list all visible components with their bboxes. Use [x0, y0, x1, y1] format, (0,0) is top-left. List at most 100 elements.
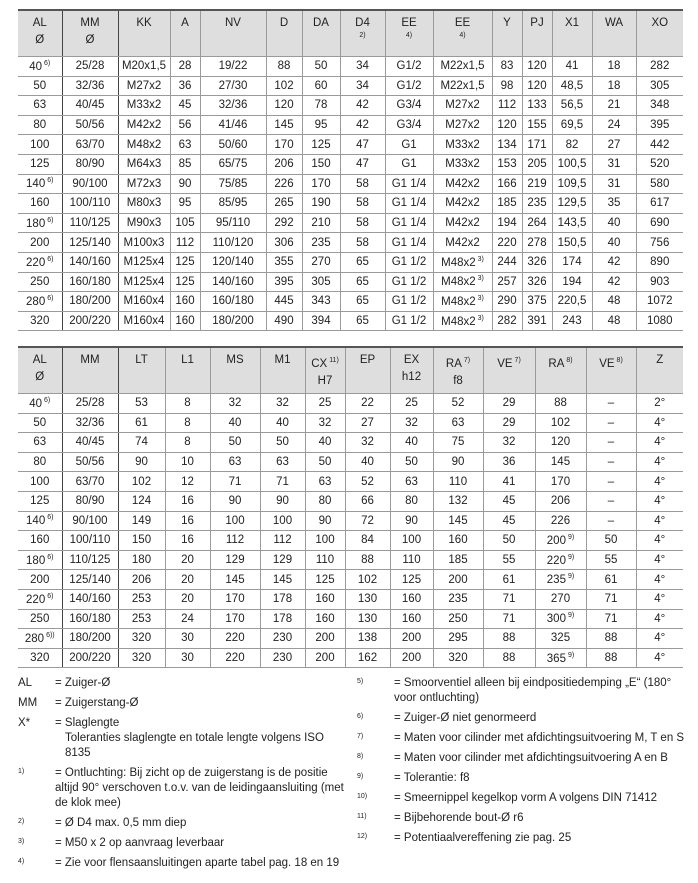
table-cell: 226 [534, 511, 586, 532]
table-cell: G1 1/2 [384, 272, 433, 293]
legend-key: 3) [18, 838, 25, 845]
table-cell: 292 [265, 213, 302, 234]
table-cell: 32 [482, 432, 535, 453]
column-header: EE 4) [432, 9, 492, 57]
table-cell: 41/46 [199, 115, 266, 136]
table-cell: 90 [259, 491, 305, 512]
legend-note: 10) = Smeernippel kegelkop vorm A volgens… [357, 791, 687, 806]
table-cell: 112 [259, 530, 305, 551]
table-cell: 88 [585, 648, 636, 669]
column-header: XO [635, 9, 683, 57]
table-cell: 160/180 [61, 609, 118, 630]
table-cell: 143,5 [551, 213, 592, 234]
table-cell: 278 [521, 232, 552, 253]
table-cell: M48x2 [117, 134, 170, 155]
table-cell: 71 [482, 609, 535, 630]
table-cell: 16 [164, 530, 210, 551]
table-cell: M22x1,5 [432, 76, 492, 97]
table-cell: 230 [259, 648, 305, 669]
table-cell: 18 [591, 76, 636, 97]
footnote-ref: 3) [477, 275, 484, 283]
table-cell: 125 [304, 569, 345, 590]
table-cell: 150,5 [551, 232, 592, 253]
table-cell: 180 6) [18, 550, 62, 571]
table-cell: 25/28 [61, 56, 118, 77]
table-cell: 133 [521, 95, 552, 116]
table-cell: 4° [635, 609, 683, 630]
table-cell: 160 [169, 311, 200, 332]
table-cell: 200 [389, 628, 433, 649]
table-cell: M160x4 [117, 291, 170, 312]
table-cell: 520 [635, 154, 683, 175]
table-cell: 220 [209, 628, 260, 649]
table-cell: 395 [265, 272, 302, 293]
table-cell: 90/100 [61, 511, 118, 532]
table-cell: M48x2 3) [432, 252, 492, 273]
table-cell: – [585, 471, 636, 492]
column-header: M1 [259, 346, 305, 394]
table-cell: 206 [265, 154, 302, 175]
table-cell: 41 [482, 471, 535, 492]
table-cell: 50 [209, 432, 260, 453]
column-header: AL Ø [18, 9, 62, 57]
table-row: 160 100/110 150 16 112 112 100 84 100 160 50 200 9) 5… [18, 530, 683, 551]
table-cell: 25 [304, 393, 345, 414]
table-cell: G1 1/2 [384, 291, 433, 312]
table-cell: 120 [265, 95, 302, 116]
table-cell: 40/45 [61, 95, 118, 116]
table-cell: G1 1/4 [384, 213, 433, 234]
table-row: 140 6) 90/100 M72x3 90 75/85 226 170 58 G1 1/4 M42… [18, 174, 683, 195]
table-cell: M64x3 [117, 154, 170, 175]
table-cell: 270 [534, 589, 586, 610]
table-cell: 100 [304, 530, 345, 551]
column-header: WA [591, 9, 636, 57]
table-cell: 74 [117, 432, 165, 453]
legend-key: 8) [357, 753, 364, 760]
table-cell: 124 [117, 491, 165, 512]
table-cell: 105 [169, 213, 200, 234]
table-cell: 160 [18, 530, 62, 551]
table-cell: – [585, 393, 636, 414]
footnote-ref: 4) [459, 32, 466, 39]
table-cell: 170 [209, 609, 260, 630]
column-header: KK [117, 9, 170, 57]
legend-key: 11) [357, 813, 367, 820]
table-cell: 4° [635, 569, 683, 590]
table-cell: 125 [389, 569, 433, 590]
table-cell: 178 [259, 609, 305, 630]
table-cell: 45 [482, 511, 535, 532]
table-cell: 100 [18, 134, 62, 155]
table-cell: 42 [339, 95, 385, 116]
column-header: LT [117, 346, 165, 394]
table-cell: 65 [339, 252, 385, 273]
table-cell: 375 [521, 291, 552, 312]
table-cell: 282 [491, 311, 522, 332]
column-subheader: Ø [85, 34, 95, 46]
footnote-ref: 6) [47, 294, 54, 302]
table-cell: 50/60 [199, 134, 266, 155]
footnote-ref: 7) [514, 357, 521, 364]
legend-note: 9) = Tolerantie: f8 [357, 771, 687, 786]
table-cell: 28 [169, 56, 200, 77]
footnote-ref: 8) [616, 357, 623, 364]
table-cell: 490 [265, 311, 302, 332]
column-header: D [265, 9, 302, 57]
table-cell: 100 [259, 511, 305, 532]
column-header: EX h12 [389, 346, 433, 394]
table-cell: 120 [491, 115, 522, 136]
table-cell: 129,5 [551, 193, 592, 214]
column-subheader: Ø [35, 34, 45, 46]
table-cell: 50/56 [61, 452, 118, 473]
table-cell: 80 [304, 491, 345, 512]
table-cell: 200/220 [61, 648, 118, 669]
legend-text: = Smeernippel kegelkop vorm A volgens DI… [394, 792, 658, 804]
legend-note: 4) = Zie voor flensaansluitingen aparte t… [18, 856, 348, 871]
table-cell: 80 [18, 115, 62, 136]
legend-notes-right: 5) = Smoorventiel alleen bij eindpositied… [357, 676, 687, 851]
table-cell: 250 [18, 272, 62, 293]
table-cell: 170 [265, 134, 302, 155]
table-cell: 72 [344, 511, 390, 532]
legend-key: 6) [357, 713, 364, 720]
table-cell: 102 [265, 76, 302, 97]
table-cell: 130 [344, 589, 390, 610]
